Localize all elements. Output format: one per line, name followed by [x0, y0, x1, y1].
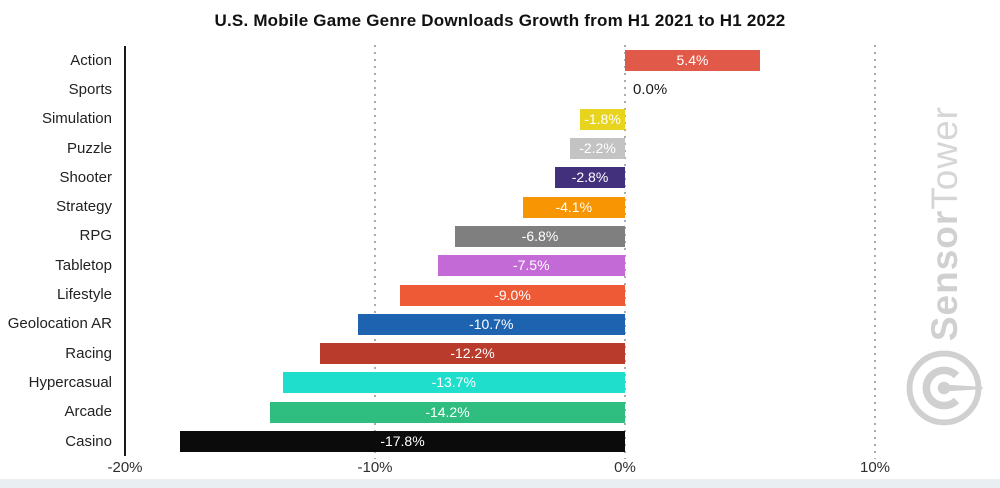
bar-tabletop: -7.5% [437, 255, 625, 277]
category-label-simulation: Simulation [41, 110, 112, 128]
value-label-geolocation-ar: -10.7% [469, 315, 514, 332]
bar-lifestyle: -9.0% [400, 284, 625, 306]
bar-rpg: -6.8% [455, 225, 625, 247]
bar-simulation: -1.8% [580, 108, 625, 130]
value-label-racing: -12.2% [450, 345, 495, 362]
y-axis-line [124, 46, 126, 456]
category-label-arcade: Arcade [64, 403, 112, 421]
category-label-geolocation-ar: Geolocation AR [7, 315, 112, 333]
category-label-sports: Sports [68, 80, 112, 98]
bar-hypercasual: -13.7% [282, 372, 625, 394]
gridline-0pct [624, 45, 626, 459]
bar-action: 5.4% [625, 50, 760, 72]
gridline--10pct [374, 45, 376, 459]
category-label-shooter: Shooter [59, 168, 112, 186]
value-label-rpg: -6.8% [521, 227, 559, 244]
bar-strategy: -4.1% [522, 196, 625, 218]
value-label-puzzle: -2.2% [579, 140, 616, 157]
chart-title: U.S. Mobile Game Genre Downloads Growth … [214, 11, 786, 30]
bar-puzzle: -2.2% [570, 138, 625, 160]
category-label-hypercasual: Hypercasual [28, 373, 112, 391]
value-label-tabletop: -7.5% [512, 257, 550, 274]
bar-arcade: -14.2% [270, 401, 625, 423]
value-label-shooter: -2.8% [571, 169, 609, 186]
bar-geolocation-ar: -10.7% [357, 313, 625, 335]
value-label-arcade: -14.2% [425, 403, 470, 420]
value-label-simulation: -1.8% [584, 110, 621, 127]
category-label-rpg: RPG [79, 227, 112, 245]
category-label-tabletop: Tabletop [55, 256, 112, 274]
x-tick-label-0pct: 0% [614, 459, 636, 476]
category-label-lifestyle: Lifestyle [56, 286, 112, 304]
bar-racing: -12.2% [320, 343, 625, 365]
category-label-action: Action [70, 51, 112, 69]
category-label-casino: Casino [65, 432, 112, 450]
category-label-puzzle: Puzzle [66, 139, 112, 157]
value-label-lifestyle: -9.0% [494, 286, 531, 303]
category-label-strategy: Strategy [56, 198, 112, 216]
bar-shooter: -2.8% [555, 167, 625, 189]
x-tick-label-10pct: 10% [859, 459, 891, 476]
bar-casino: -17.8% [180, 431, 625, 453]
x-tick-label--10pct: -10% [357, 459, 393, 476]
value-label-hypercasual: -13.7% [431, 374, 476, 391]
value-label-action: 5.4% [676, 52, 709, 69]
category-label-racing: Racing [65, 344, 112, 362]
value-label-strategy: -4.1% [555, 198, 593, 215]
x-tick-label--20pct: -20% [107, 459, 143, 476]
value-label-sports: 0.0% [633, 80, 668, 98]
bottom-strip [0, 479, 1000, 488]
value-label-casino: -17.8% [380, 433, 425, 450]
gridline-10pct [874, 45, 876, 459]
